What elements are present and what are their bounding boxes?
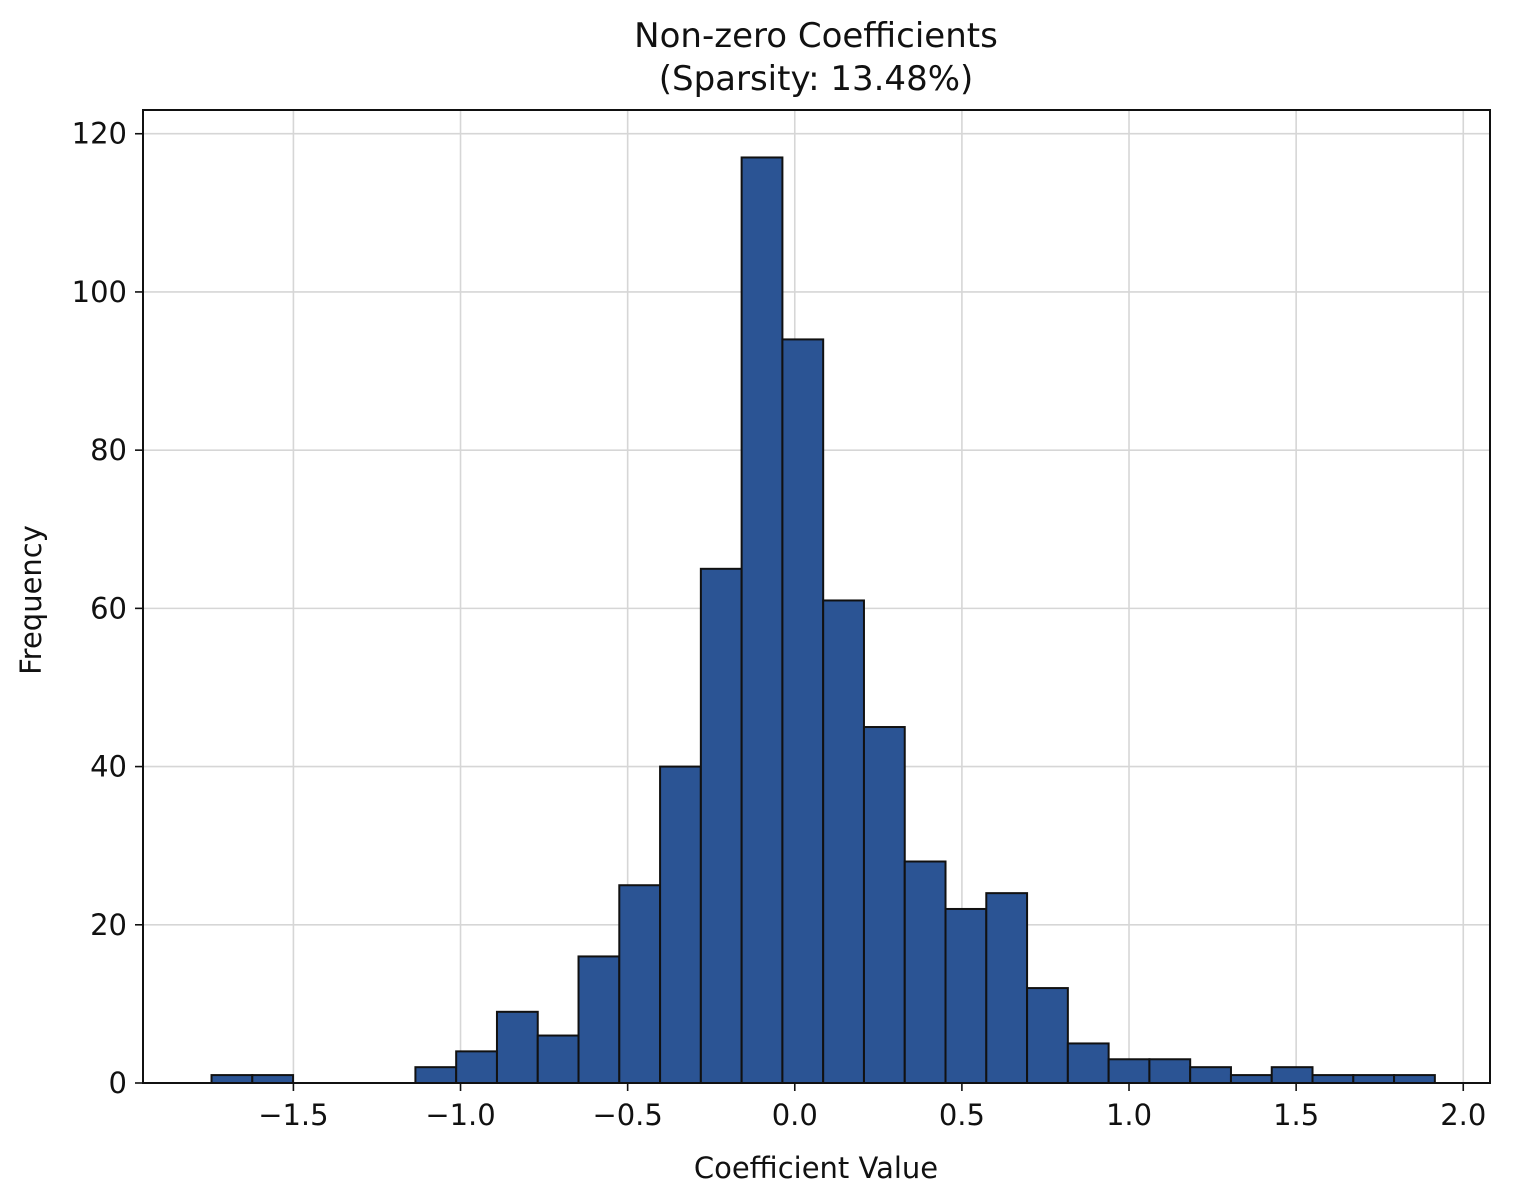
histogram-bar: [536, 1034, 580, 1085]
histogram-bar: [659, 765, 702, 1084]
histogram-bar: [618, 884, 662, 1084]
y-tick-label: 100: [72, 275, 127, 309]
histogram-bar: [210, 1074, 254, 1085]
histogram-bar: [495, 1010, 539, 1084]
histogram-bar: [577, 955, 621, 1085]
histogram-bar: [781, 338, 825, 1084]
histogram-bar: [944, 907, 988, 1084]
histogram-bar: [740, 156, 784, 1084]
y-tick-label: 40: [90, 750, 127, 784]
x-tick-label: 1.0: [1106, 1098, 1152, 1132]
x-tick-label: −1.5: [258, 1098, 328, 1132]
x-axis-label: Coefficient Value: [694, 1151, 938, 1185]
y-tick-label: 0: [109, 1066, 127, 1100]
histogram-bar: [251, 1074, 295, 1085]
histogram-bar: [903, 860, 947, 1085]
histogram-bar: [1148, 1058, 1192, 1085]
histogram-bar: [985, 892, 1029, 1085]
y-tick-label: 60: [90, 591, 127, 625]
histogram-bar: [1066, 1042, 1110, 1084]
histogram-bar: [1393, 1074, 1436, 1085]
histogram-bar: [1026, 987, 1069, 1085]
plot-area-frame: [142, 109, 1491, 1084]
histogram-bar: [1107, 1058, 1151, 1085]
histogram-bar: [1311, 1074, 1355, 1085]
histogram-bar: [1270, 1066, 1314, 1084]
histogram-bar: [455, 1050, 498, 1084]
histogram-bar: [1189, 1066, 1232, 1084]
x-axis-ticks: −1.5 −1.0 −0.5 0.0 0.5 1.0 1.5 2.0: [258, 1083, 1486, 1132]
chart-title: Non-zero Coefficients: [634, 16, 998, 56]
y-axis-label: Frequency: [14, 525, 48, 675]
x-tick-label: 1.5: [1273, 1098, 1319, 1132]
histogram-bar: [414, 1066, 458, 1084]
histogram-bars: [210, 156, 1436, 1085]
y-tick-label: 20: [90, 908, 127, 942]
histogram-bar: [862, 726, 906, 1085]
chart-subtitle: (Sparsity: 13.48%): [659, 59, 974, 99]
histogram-bar: [1229, 1074, 1273, 1085]
x-tick-label: 0.5: [939, 1098, 985, 1132]
y-tick-label: 120: [72, 117, 127, 151]
y-axis-ticks: 0 20 40 60 80 100 120: [72, 117, 143, 1100]
x-tick-label: −0.5: [592, 1098, 662, 1132]
histogram-bar: [822, 599, 865, 1084]
x-tick-label: 0.0: [772, 1098, 818, 1132]
histogram-bar: [1352, 1074, 1396, 1085]
y-tick-label: 80: [90, 433, 127, 467]
histogram-bar: [699, 567, 743, 1084]
x-tick-label: −1.0: [425, 1098, 495, 1132]
x-tick-label: 2.0: [1440, 1098, 1486, 1132]
